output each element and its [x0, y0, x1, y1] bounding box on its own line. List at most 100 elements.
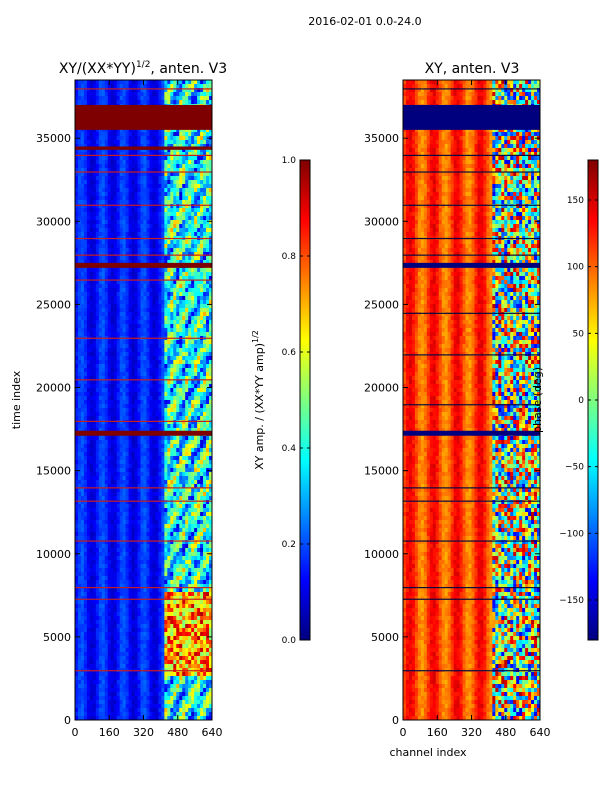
heatmap-cell [155, 324, 158, 328]
heatmap-cell [197, 284, 200, 288]
heatmap-cell [144, 272, 147, 276]
heatmap-cell [120, 464, 123, 468]
heatmap-cell [167, 272, 170, 276]
heatmap-cell [84, 348, 87, 352]
heatmap-cell [84, 268, 87, 272]
heatmap-cell [87, 208, 90, 212]
heatmap-cell [108, 364, 111, 368]
heatmap-cell [188, 216, 191, 220]
heatmap-cell [90, 416, 93, 420]
heatmap-cell [93, 228, 96, 232]
heatmap-cell [120, 100, 123, 104]
heatmap-cell [185, 192, 188, 196]
heatmap-cell [191, 508, 194, 512]
heatmap-cell [167, 416, 170, 420]
heatmap-cell [93, 324, 96, 328]
heatmap-cell [152, 476, 155, 480]
heatmap-cell [111, 512, 114, 516]
heatmap-cell [141, 292, 144, 296]
heatmap-cell [129, 180, 132, 184]
heatmap-cell [200, 396, 203, 400]
heatmap-cell [105, 448, 108, 452]
heatmap-cell [155, 496, 158, 500]
heatmap-cell [170, 196, 173, 200]
heatmap-cell [158, 288, 161, 292]
heatmap-cell [84, 216, 87, 220]
heatmap-cell [132, 272, 135, 276]
heatmap-cell [149, 188, 152, 192]
heatmap-cell [200, 372, 203, 376]
heatmap-cell [200, 196, 203, 200]
heatmap-cell [78, 328, 81, 332]
heatmap-cell [197, 160, 200, 164]
heatmap-cell [135, 196, 138, 200]
heatmap-cell [108, 156, 111, 160]
heatmap-cell [161, 456, 164, 460]
heatmap-cell [161, 452, 164, 456]
heatmap-cell [117, 156, 120, 160]
heatmap-cell [197, 408, 200, 412]
heatmap-cell [135, 268, 138, 272]
heatmap-cell [176, 456, 179, 460]
heatmap-cell [182, 284, 185, 288]
heatmap-cell [194, 460, 197, 464]
heatmap-cell [87, 240, 90, 244]
heatmap-cell [158, 80, 161, 84]
heatmap-cell [188, 388, 191, 392]
heatmap-cell [188, 172, 191, 176]
heatmap-cell [179, 508, 182, 512]
heatmap-cell [111, 340, 114, 344]
heatmap-cell [135, 84, 138, 88]
heatmap-cell [152, 292, 155, 296]
heatmap-cell [164, 448, 167, 452]
heatmap-cell [152, 100, 155, 104]
heatmap-cell [108, 472, 111, 476]
heatmap-cell [206, 204, 209, 208]
heatmap-cell [146, 204, 149, 208]
heatmap-cell [179, 388, 182, 392]
heatmap-cell [141, 244, 144, 248]
heatmap-cell [152, 240, 155, 244]
heatmap-cell [78, 208, 81, 212]
heatmap-cell [152, 352, 155, 356]
heatmap-cell [135, 340, 138, 344]
heatmap-cell [197, 212, 200, 216]
heatmap-cell [197, 140, 200, 144]
heatmap-cell [161, 476, 164, 480]
heatmap-cell [144, 420, 147, 424]
heatmap-cell [173, 408, 176, 412]
heatmap-cell [176, 132, 179, 136]
heatmap-cell [102, 156, 105, 160]
heatmap-cell [194, 464, 197, 468]
heatmap-cell [188, 244, 191, 248]
heatmap-cell [191, 216, 194, 220]
heatmap-cell [84, 84, 87, 88]
heatmap-cell [158, 472, 161, 476]
heatmap-cell [206, 84, 209, 88]
heatmap-cell [135, 80, 138, 84]
heatmap-cell [200, 284, 203, 288]
heatmap-cell [75, 380, 78, 384]
heatmap-cell [132, 356, 135, 360]
heatmap-cell [176, 100, 179, 104]
heatmap-cell [78, 344, 81, 348]
heatmap-cell [149, 464, 152, 468]
heatmap-cell [144, 468, 147, 472]
heatmap-cell [188, 392, 191, 396]
heatmap-cell [135, 184, 138, 188]
heatmap-cell [87, 424, 90, 428]
heatmap-cell [87, 244, 90, 248]
heatmap-cell [111, 216, 114, 220]
heatmap-cell [105, 424, 108, 428]
heatmap-cell [173, 464, 176, 468]
heatmap-cell [170, 388, 173, 392]
heatmap-cell [78, 200, 81, 204]
heatmap-cell [179, 496, 182, 500]
heatmap-cell [135, 284, 138, 288]
heatmap-cell [111, 344, 114, 348]
heatmap-cell [87, 460, 90, 464]
heatmap-cell [182, 496, 185, 500]
heatmap-cell [200, 404, 203, 408]
heatmap-cell [105, 180, 108, 184]
heatmap-cell [105, 372, 108, 376]
